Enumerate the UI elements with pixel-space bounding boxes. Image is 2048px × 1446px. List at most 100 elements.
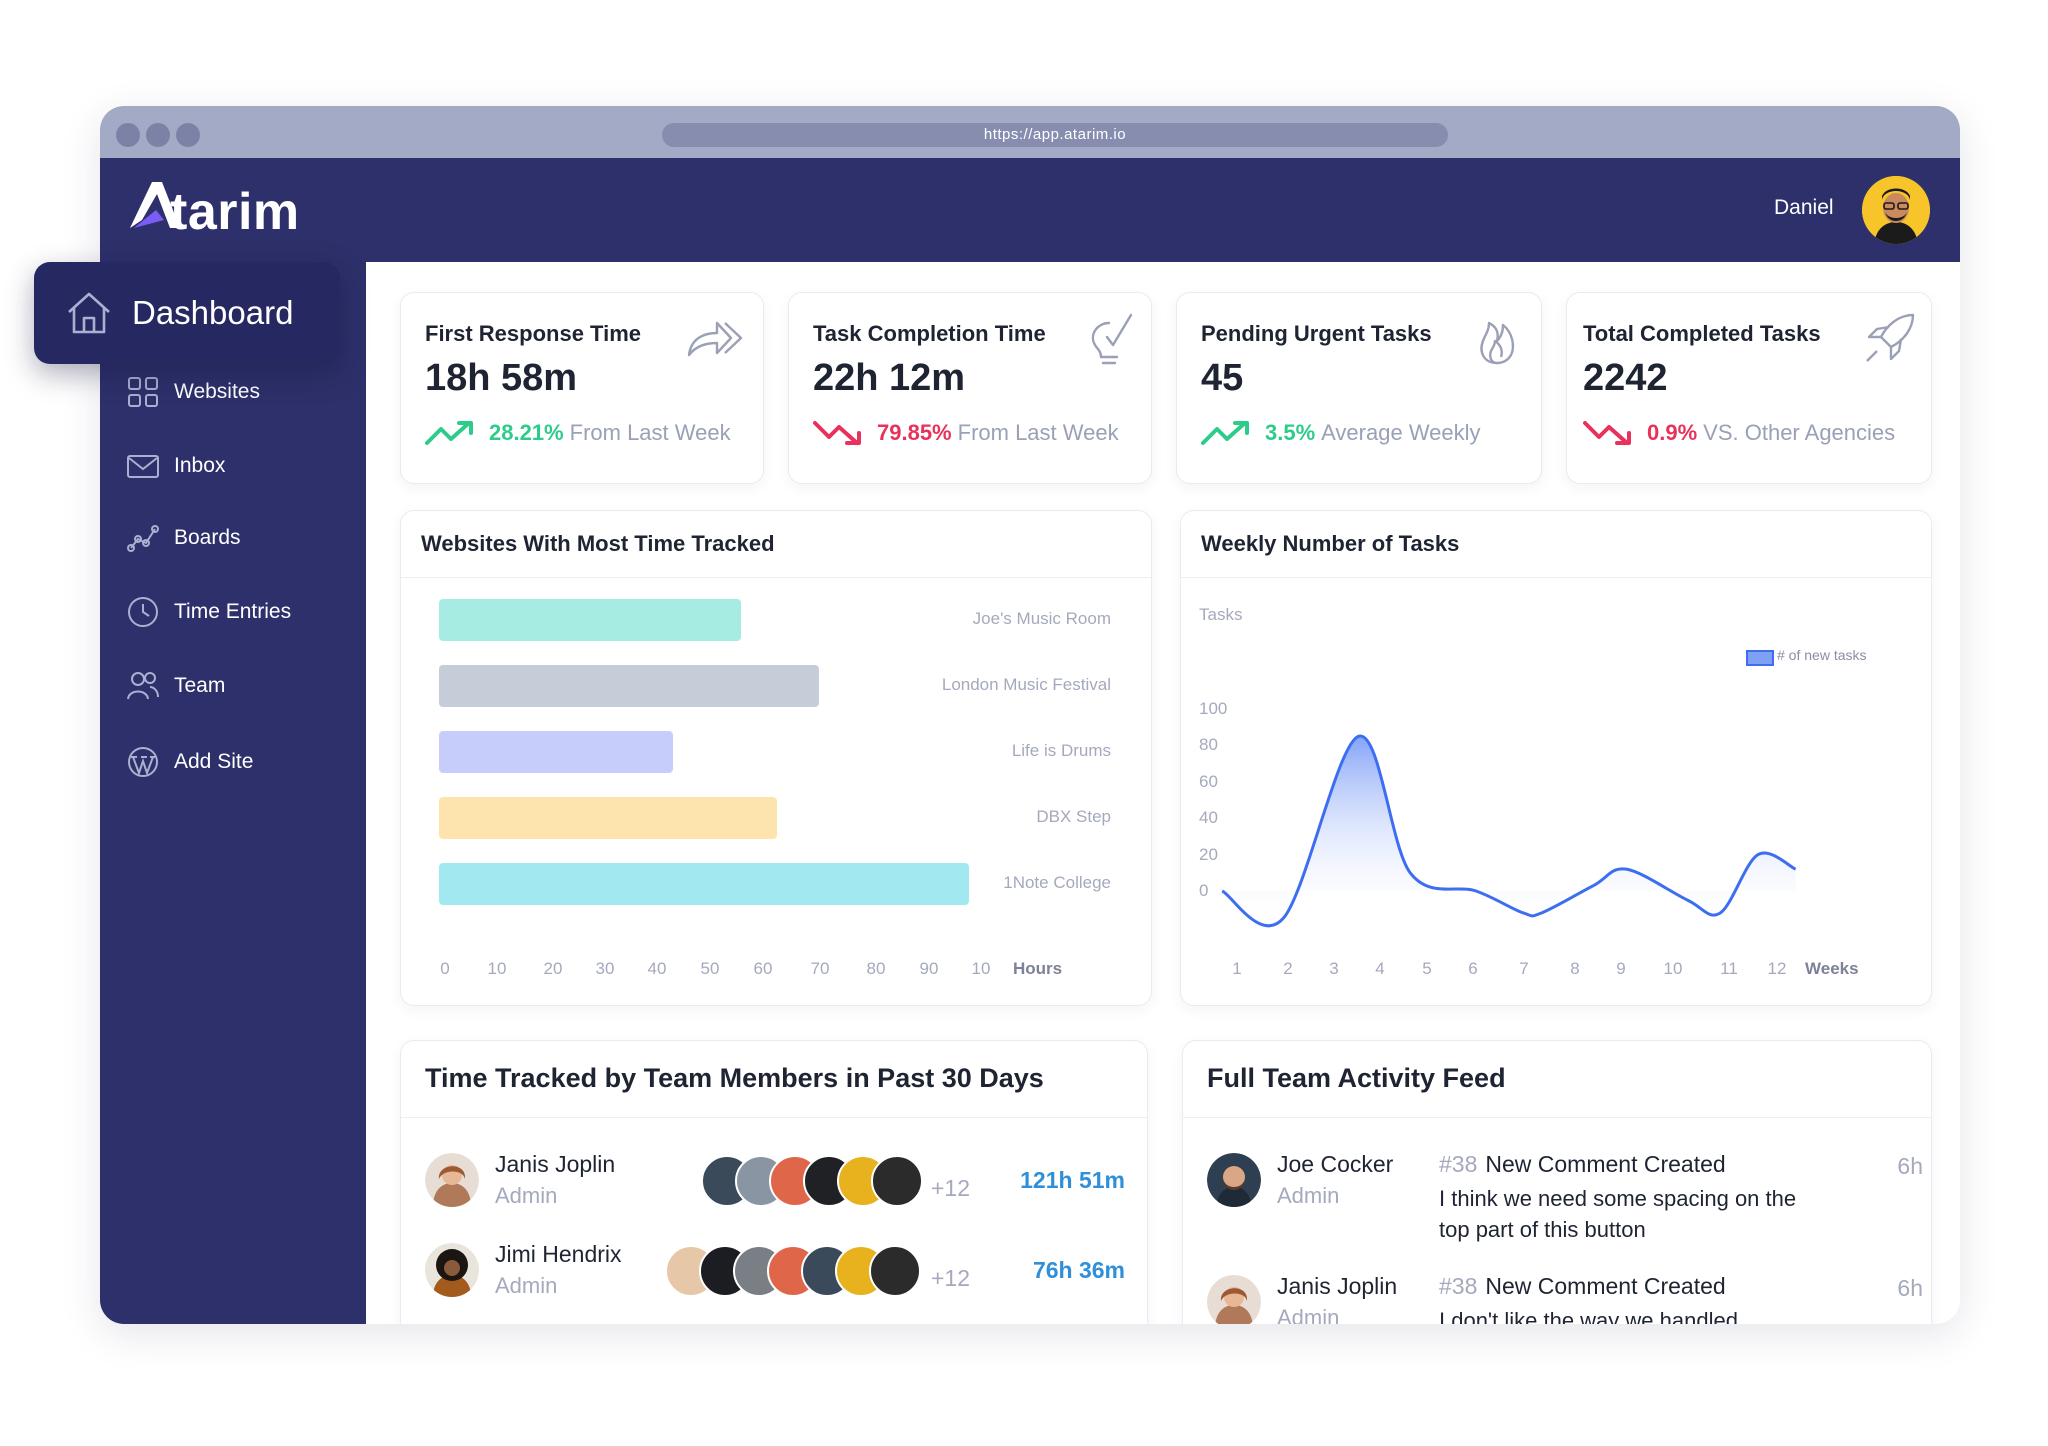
feed-user-name: Joe Cocker bbox=[1277, 1151, 1394, 1177]
feed-ticket-number[interactable]: #38 bbox=[1439, 1273, 1478, 1299]
wordpress-icon bbox=[128, 747, 158, 777]
x-tick-label: 9 bbox=[1616, 959, 1626, 978]
x-tick-label: 40 bbox=[647, 959, 667, 978]
feed-item[interactable]: Janis Joplin Admin #38 New Comment Create… bbox=[1207, 1269, 1923, 1324]
team-member-row[interactable]: Jimi Hendrix Admin +12 76h 36m bbox=[425, 1237, 1125, 1301]
window-minimize-dot[interactable] bbox=[146, 123, 170, 147]
bar-life-is-drums[interactable] bbox=[439, 731, 673, 773]
stat-title: Task Completion Time bbox=[813, 321, 1046, 346]
card-title: Full Team Activity Feed bbox=[1207, 1063, 1506, 1093]
stat-card-task-completion: Task Completion Time 22h 12m 79.85% From… bbox=[788, 292, 1152, 484]
x-tick-label: 1 bbox=[1232, 959, 1242, 978]
sidebar-item-boards[interactable]: Boards bbox=[126, 516, 241, 560]
stat-trend: 79.85% From Last Week bbox=[813, 419, 1119, 447]
member-avatar bbox=[425, 1243, 479, 1297]
lightbulb-check-icon bbox=[1091, 313, 1133, 365]
user-avatar[interactable] bbox=[1862, 176, 1930, 244]
feed-avatar bbox=[1207, 1275, 1261, 1324]
sidebar-item-label: Team bbox=[174, 674, 226, 697]
y-tick-label: 100 bbox=[1199, 699, 1228, 718]
sidebar-item-websites[interactable]: Websites bbox=[126, 370, 260, 414]
stat-suffix: Average Weekly bbox=[1321, 420, 1481, 445]
sidebar-item-label: Time Entries bbox=[174, 600, 292, 623]
websites-time-card: Websites With Most Time Tracked Joe's Mu… bbox=[400, 510, 1152, 1006]
home-icon bbox=[68, 292, 110, 334]
member-role: Admin bbox=[495, 1273, 558, 1298]
sidebar-item-inbox[interactable]: Inbox bbox=[126, 444, 225, 488]
logo-text: tarim bbox=[170, 183, 300, 241]
card-title: Weekly Number of Tasks bbox=[1201, 531, 1460, 556]
feed-ticket-number[interactable]: #38 bbox=[1439, 1151, 1478, 1177]
stat-percent: 28.21% bbox=[489, 420, 564, 445]
sidebar-item-dashboard[interactable]: Dashboard bbox=[34, 262, 340, 364]
feed-time: 6h bbox=[1897, 1153, 1923, 1179]
sidebar-item-label: Boards bbox=[174, 526, 241, 549]
feed-item[interactable]: Joe Cocker Admin #38 New Comment Created … bbox=[1207, 1147, 1923, 1257]
x-tick-label: 20 bbox=[543, 959, 563, 978]
member-name: Janis Joplin bbox=[495, 1151, 616, 1177]
weekly-tasks-card: Weekly Number of Tasks Tasks 100 80 60 40 20 0… bbox=[1180, 510, 1932, 1006]
activity-feed-card: Full Team Activity Feed Joe Cocker Admin… bbox=[1182, 1040, 1932, 1324]
sidebar-item-label: Inbox bbox=[174, 454, 226, 477]
card-title: Time Tracked by Team Members in Past 30 … bbox=[425, 1063, 1044, 1093]
stat-suffix: From Last Week bbox=[957, 420, 1119, 445]
trend-up-icon bbox=[1201, 421, 1249, 445]
card-header: Time Tracked by Team Members in Past 30 … bbox=[401, 1041, 1147, 1118]
legend-swatch[interactable] bbox=[1746, 650, 1774, 666]
stat-value: 45 bbox=[1201, 357, 1244, 399]
member-avatar bbox=[425, 1153, 479, 1207]
stat-percent: 0.9% bbox=[1647, 420, 1698, 445]
mail-icon bbox=[127, 455, 159, 478]
stat-card-total-completed: Total Completed Tasks 2242 0.9% VS. Othe… bbox=[1566, 292, 1932, 484]
bar-joe-s-music-room[interactable] bbox=[439, 599, 741, 641]
x-tick-label: 70 bbox=[810, 959, 830, 978]
feed-event-title: New Comment Created bbox=[1485, 1273, 1726, 1299]
card-header: Full Team Activity Feed bbox=[1183, 1041, 1931, 1118]
bar-london-music-festival[interactable] bbox=[439, 665, 819, 707]
browser-chrome: https://app.atarim.io bbox=[100, 106, 1960, 158]
more-count: +12 bbox=[931, 1265, 971, 1291]
feed-user-name: Janis Joplin bbox=[1277, 1273, 1398, 1299]
card-header: Websites With Most Time Tracked bbox=[401, 511, 1151, 578]
window-maximize-dot[interactable] bbox=[176, 123, 200, 147]
member-time: 121h 51m bbox=[1020, 1167, 1125, 1193]
x-tick-label: 50 bbox=[700, 959, 720, 978]
x-axis-label: Hours bbox=[1013, 959, 1063, 978]
sidebar-item-label: Dashboard bbox=[132, 294, 294, 331]
series-line[interactable] bbox=[1221, 734, 1797, 928]
bar-1note-college[interactable] bbox=[439, 863, 970, 905]
sidebar-item-label: Add Site bbox=[174, 750, 254, 773]
team-member-row[interactable]: Janis Joplin Admin +12 121h 51m bbox=[425, 1147, 1125, 1211]
boards-icon bbox=[127, 525, 159, 552]
browser-window: https://app.atarim.io tarim Daniel bbox=[100, 106, 1960, 1324]
sidebar-item-add-site[interactable]: Add Site bbox=[126, 740, 253, 784]
y-tick-label: 0 bbox=[1199, 881, 1209, 900]
atarim-logo[interactable]: tarim bbox=[126, 176, 316, 241]
y-tick-label: 20 bbox=[1199, 844, 1218, 864]
stat-title: Pending Urgent Tasks bbox=[1201, 321, 1432, 346]
grid-icon bbox=[128, 377, 158, 407]
window-close-dot[interactable] bbox=[116, 123, 140, 147]
feed-comment-text: I don't like the way we handled bbox=[1439, 1308, 1738, 1324]
x-tick-label: 30 bbox=[595, 959, 615, 978]
stat-trend: 0.9% VS. Other Agencies bbox=[1583, 419, 1895, 447]
stat-suffix: VS. Other Agencies bbox=[1703, 420, 1896, 445]
bar-dbx-step[interactable] bbox=[439, 797, 777, 839]
series-area bbox=[1222, 735, 1796, 926]
sidebar-item-time-entries[interactable]: Time Entries bbox=[126, 590, 291, 634]
team-icon bbox=[127, 672, 159, 700]
sidebar-item-team[interactable]: Team bbox=[126, 664, 225, 708]
x-tick-label: 8 bbox=[1570, 959, 1580, 978]
url-bar[interactable]: https://app.atarim.io bbox=[662, 123, 1448, 147]
top-bar: tarim Daniel bbox=[100, 158, 1960, 262]
weekly-tasks-chart bbox=[1221, 650, 1797, 928]
team-time-card: Time Tracked by Team Members in Past 30 … bbox=[400, 1040, 1148, 1324]
user-name[interactable]: Daniel bbox=[1774, 196, 1834, 219]
feed-avatar bbox=[1207, 1153, 1261, 1207]
y-axis-label: Tasks bbox=[1199, 605, 1243, 624]
bar-label: Life is Drums bbox=[1011, 741, 1111, 760]
stack-avatar bbox=[869, 1245, 921, 1297]
more-count: +12 bbox=[931, 1175, 971, 1201]
member-name: Jimi Hendrix bbox=[495, 1241, 622, 1267]
x-tick-label: 90 bbox=[919, 959, 939, 978]
